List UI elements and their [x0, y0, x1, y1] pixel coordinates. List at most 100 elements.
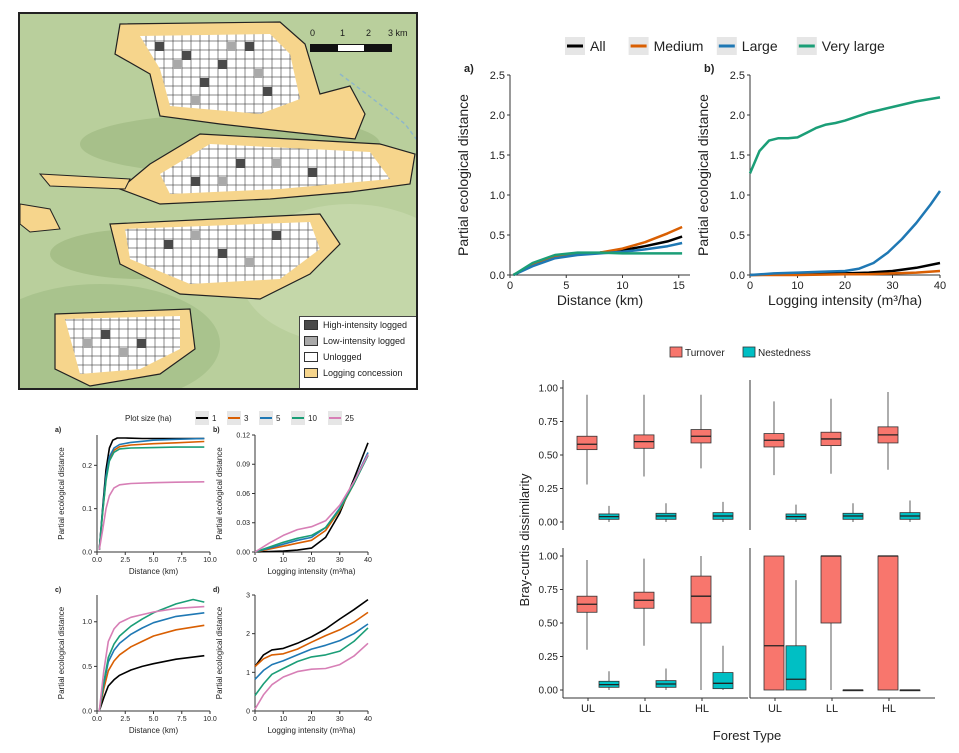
series-line-5	[254, 623, 369, 680]
x-axis-label: Distance (km)	[129, 726, 179, 735]
x-tick-label: 0	[253, 716, 257, 723]
legend-label: Low-intensity logged	[323, 336, 406, 346]
legend-label: High-intensity logged	[323, 320, 408, 330]
series-line-1	[98, 654, 205, 712]
x-tick-label: 10	[279, 716, 287, 723]
legend-item-concession: Logging concession	[300, 365, 416, 381]
y-tick-label: 0.75	[539, 417, 559, 428]
y-axis-label: Bray-curtis dissimilarity	[517, 473, 532, 606]
y-tick-label: 0.09	[236, 462, 250, 469]
series-line-very-large	[748, 96, 941, 174]
series-line-all	[512, 235, 683, 277]
x-tick-label: HL	[882, 703, 896, 715]
legend-item-low-intensity: Low-intensity logged	[300, 333, 416, 349]
map-legend: High-intensity logged Low-intensity logg…	[299, 316, 416, 388]
y-tick-label: 2.5	[490, 70, 505, 82]
x-tick-label: 40	[364, 716, 372, 723]
series-line-5	[98, 437, 205, 550]
y-tick-label: 1.5	[730, 150, 745, 162]
x-tick-label: 7.5	[177, 716, 187, 723]
line-panel: 0.0 0.5 1.0 1.5 2.0 2.5 0 10 20 30 40 b) Logging int…	[695, 63, 946, 308]
legend-key	[669, 346, 683, 358]
series-line-large	[749, 190, 942, 277]
y-tick-label: 2.0	[730, 110, 745, 122]
x-tick-label: 0	[253, 557, 257, 564]
legend-label: 10	[308, 414, 317, 423]
y-tick-label: 1.0	[730, 190, 745, 202]
y-tick-label: 1.0	[490, 190, 505, 202]
series-line-25	[254, 642, 369, 710]
x-tick-label: 30	[336, 716, 344, 723]
chart-partial-distance-plot-size: Plot size (ha) 1 3 5 10 250.00.10.20.0 2.5 5.0 7…	[55, 411, 372, 735]
y-tick-label: 0.06	[236, 491, 250, 498]
y-tick-label: 0.03	[236, 520, 250, 527]
y-axis-label: Partial ecological distance	[215, 447, 224, 540]
legend-label: Very large	[822, 38, 885, 54]
y-tick-label: 0.1	[82, 506, 92, 513]
y-tick-label: 0.25	[539, 484, 559, 495]
y-tick-label: 0.5	[490, 230, 505, 242]
box-turnover	[576, 435, 598, 451]
y-axis-label: Partial ecological distance	[57, 447, 66, 540]
line-panel: 0.00 0.03 0.06 0.09 0.12 0 10 20 30 40 b) Logging i…	[213, 427, 372, 576]
series-line-10	[98, 598, 205, 712]
y-tick-label: 0.50	[539, 451, 559, 462]
y-tick-label: 0.50	[539, 619, 559, 630]
legend-label: Unlogged	[323, 352, 362, 362]
legend-swatch	[304, 336, 318, 346]
x-axis-label: Distance (km)	[557, 292, 643, 308]
box-panel: 0.00 0.25 0.50 0.75 1.00 UL LL HL	[539, 548, 748, 715]
y-tick-label: 0.0	[730, 270, 745, 282]
series-line-25	[98, 605, 205, 712]
x-tick-label: 15	[673, 280, 685, 292]
x-axis-label: Logging intensity (m³/ha)	[267, 567, 355, 576]
y-tick-label: 1.00	[539, 552, 559, 563]
legend-title: Plot size (ha)	[125, 414, 172, 423]
y-tick-label: 0.5	[82, 664, 92, 671]
y-tick-label: 0.0	[82, 549, 92, 556]
series-line-10	[254, 455, 369, 553]
panel-tag: b)	[213, 427, 220, 434]
scale-tick-2: 2	[366, 28, 372, 38]
x-tick-label: LL	[639, 703, 651, 715]
panel-tag: b)	[704, 63, 715, 75]
x-tick-label: 5	[563, 280, 569, 292]
x-tick-label: 5.0	[149, 557, 159, 564]
y-tick-label: 3	[246, 592, 250, 599]
series-line-1	[254, 598, 369, 667]
panel-tag: a)	[464, 63, 474, 75]
y-axis-label: Partial ecological distance	[57, 606, 66, 699]
series-line-medium	[750, 269, 941, 277]
x-tick-label: 2.5	[120, 716, 130, 723]
x-tick-label: 10	[791, 280, 803, 292]
series-line-very-large	[512, 251, 683, 277]
x-axis-label: Logging intensity (m³/ha)	[267, 726, 355, 735]
scale-bar: 0 1 2 3 km	[310, 28, 410, 68]
x-tick-label: 5.0	[149, 716, 159, 723]
y-tick-label: 0.2	[82, 463, 92, 470]
y-tick-label: 0.0	[82, 708, 92, 715]
x-tick-label: 0	[507, 280, 513, 292]
y-tick-label: 2	[246, 631, 250, 638]
legend-label: Nestedness	[758, 348, 811, 359]
legend-swatch	[304, 320, 318, 330]
y-tick-label: 1.0	[82, 619, 92, 626]
panel-tag: c)	[55, 587, 61, 594]
scale-tick-1: 1	[340, 28, 346, 38]
y-tick-label: 0.00	[539, 686, 559, 697]
series-line-10	[254, 627, 369, 696]
concession-map: 0 1 2 3 km High-intensity logged Low-int…	[18, 12, 418, 390]
x-tick-label: 10	[279, 557, 287, 564]
series-line-25	[98, 481, 205, 550]
x-tick-label: 30	[336, 557, 344, 564]
legend-label: 3	[244, 414, 249, 423]
legend-label: Medium	[654, 38, 704, 54]
series-line-large	[512, 241, 683, 277]
x-tick-label: 0.0	[92, 716, 102, 723]
scale-tick-0: 0	[310, 28, 316, 38]
box-nestedness	[712, 672, 734, 690]
legend-label: 25	[345, 414, 354, 423]
chart-partial-distance-size: All Medium Large Very large 0.0 0.5 1.0 1.5 2.0 2…	[455, 37, 946, 308]
legend-label: All	[590, 38, 606, 54]
